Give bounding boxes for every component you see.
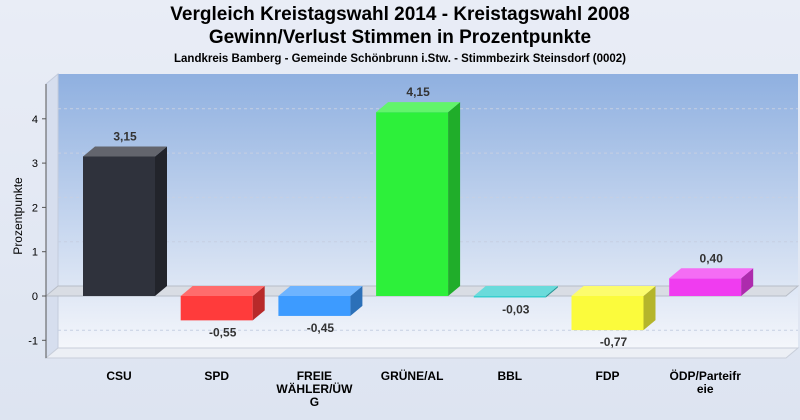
category-label: BBL: [497, 369, 522, 383]
plot-side-wall: [45, 72, 59, 360]
plot-floor: [44, 347, 800, 359]
bar-side: [545, 286, 558, 298]
y-axis-label: Prozentpunkte: [11, 177, 25, 255]
bar-0: [83, 146, 167, 296]
bar-side: [448, 102, 461, 296]
bar-side: [350, 286, 363, 316]
bar-top: [278, 286, 363, 296]
bar-front: [376, 112, 449, 296]
bar-front: [473, 296, 546, 298]
bar-top: [669, 268, 754, 279]
bar-top: [83, 146, 167, 157]
bar-side: [643, 286, 656, 331]
y-tick-label: -1: [28, 335, 38, 347]
bar-front: [83, 156, 155, 296]
value-label: -0,45: [307, 321, 335, 335]
chart-subtitle: Gewinn/Verlust Stimmen in Prozentpunkte: [208, 27, 592, 48]
bar-top: [571, 286, 656, 296]
value-label: 3,15: [113, 129, 137, 143]
bar-2: [278, 286, 363, 316]
bar-top: [376, 102, 461, 113]
category-label: GRÜNE/AL: [381, 368, 444, 383]
bar-front: [180, 296, 253, 321]
value-label: 4,15: [406, 85, 430, 99]
bar-4: [473, 286, 558, 298]
bar-front: [278, 296, 351, 316]
bar-5: [571, 286, 656, 331]
chart-title: Vergleich Kreistagswahl 2014 - Kreistags…: [170, 4, 630, 25]
category-label: eie: [697, 382, 714, 396]
y-tick-label: 3: [32, 158, 38, 170]
category-label: SPD: [204, 369, 229, 383]
value-label: 0,40: [700, 251, 724, 265]
bar-side: [155, 146, 167, 296]
bar-front: [571, 296, 644, 331]
value-label: -0,55: [209, 325, 237, 339]
category-label: WÄHLER/ÜW: [276, 381, 353, 396]
bar-3: [376, 102, 461, 296]
bar-side: [252, 286, 265, 321]
bar-top: [180, 286, 265, 296]
category-label: G: [310, 395, 319, 409]
bar-6: [669, 268, 754, 296]
value-label: -0,77: [600, 335, 628, 349]
value-label: -0,03: [502, 302, 530, 316]
bar-side: [741, 268, 754, 296]
category-label: CSU: [106, 369, 131, 383]
category-label: ÖDP/Parteifr: [670, 368, 742, 383]
y-tick-label: 1: [32, 247, 38, 259]
y-tick-label: 0: [32, 291, 38, 303]
bar-1: [180, 286, 265, 321]
bar-front: [669, 278, 742, 296]
category-label: FDP: [596, 369, 620, 383]
bar-top: [473, 286, 558, 296]
chart-location-subtitle: Landkreis Bamberg - Gemeinde Schönbrunn …: [174, 53, 626, 65]
y-tick-label: 2: [32, 202, 38, 214]
y-tick-label: 4: [32, 114, 38, 126]
category-label: FREIE: [297, 369, 332, 383]
